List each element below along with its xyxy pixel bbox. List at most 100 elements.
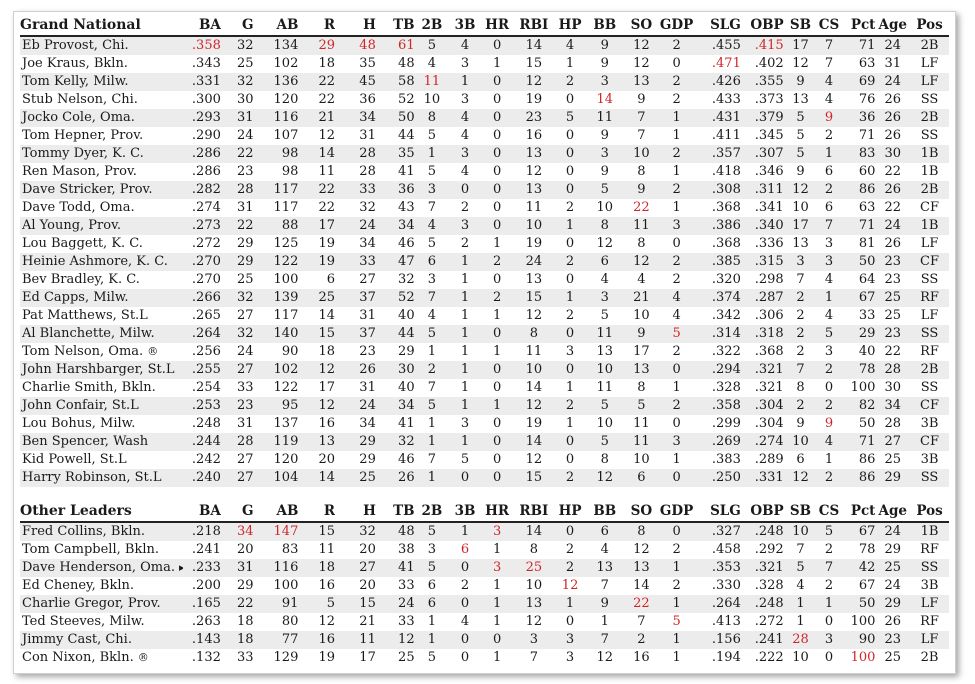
- player-row: Con Nixon, Bkln. ® .132 33 129 19 17 25 5 0 1 7 3 12 1…: [20, 649, 949, 667]
- stat-cell: 25: [875, 451, 911, 469]
- stat-cell: 10: [623, 145, 660, 163]
- stat-cell: 71: [840, 217, 876, 235]
- stat-cell: 5: [817, 325, 841, 343]
- stat-cell: 63: [840, 199, 876, 217]
- stat-cell: 4: [817, 433, 841, 451]
- stat-cell: .132: [183, 649, 221, 667]
- stat-cell: 2: [554, 469, 586, 487]
- stat-cell: 0: [480, 127, 514, 145]
- player-row: Jimmy Cast, Chi. .143 18 77 16 11 12 1 0 0 3 3 7 2 1.1…: [20, 631, 949, 649]
- stat-cell: 17: [335, 649, 376, 667]
- player-name: Lou Baggett, K. C.: [22, 236, 143, 251]
- stat-cell: 3: [817, 631, 841, 649]
- stat-cell: .286: [183, 145, 221, 163]
- stat-cell: 17: [783, 217, 818, 235]
- stat-cell: 122: [253, 253, 299, 271]
- stat-cell: 8: [623, 379, 660, 397]
- stat-cell: 2: [817, 469, 841, 487]
- player-row: John Confair, St.L .253 23 95 12 24 34 5 1 1 12 2 5 5…: [20, 397, 949, 415]
- stat-cell: 2: [783, 397, 818, 415]
- stat-cell: 7: [817, 36, 841, 55]
- player-row: Heinie Ashmore, K. C. .270 29 122 19 33 47 6 1 2 2…: [20, 253, 949, 271]
- stat-cell: 16: [298, 415, 336, 433]
- stat-cell: 8: [414, 109, 450, 127]
- stat-cell: RF: [910, 613, 949, 631]
- player-name-cell: Harry Robinson, St.L: [20, 469, 184, 487]
- column-header: 3B: [449, 15, 481, 37]
- stat-cell: .304: [740, 397, 784, 415]
- stat-cell: 7: [585, 631, 624, 649]
- stat-cell: 0: [480, 469, 514, 487]
- stat-cell: .328: [740, 577, 784, 595]
- stat-cell: 5: [414, 559, 450, 577]
- stat-cell: 2: [659, 73, 694, 91]
- stat-cell: .248: [740, 595, 784, 613]
- player-marker-icon: ▸: [178, 561, 184, 574]
- stat-cell: 6: [298, 271, 336, 289]
- stat-cell: .471: [693, 55, 741, 73]
- stat-cell: 10: [783, 433, 818, 451]
- player-name-cell: Bev Bradley, K. C.: [20, 271, 184, 289]
- stat-cell: 0: [659, 469, 694, 487]
- stat-cell: 83: [840, 145, 876, 163]
- stat-cell: 13: [623, 73, 660, 91]
- stat-cell: 4: [414, 217, 450, 235]
- stat-cell: 10: [513, 577, 555, 595]
- player-name: Dave Henderson, Oma.: [22, 560, 175, 575]
- stat-cell: .341: [740, 199, 784, 217]
- stat-cell: 27: [335, 271, 376, 289]
- player-name-cell: Lou Baggett, K. C.: [20, 235, 184, 253]
- stat-cell: 1: [449, 289, 481, 307]
- stat-cell: 29: [298, 36, 336, 55]
- stat-cell: 4: [817, 91, 841, 109]
- stat-cell: 31: [220, 109, 254, 127]
- stat-cell: .233: [183, 559, 221, 577]
- stat-cell: 4: [414, 55, 450, 73]
- player-row: Dave Henderson, Oma. ▸ .233 31 116 18 27 41 5 0 3 2…: [20, 559, 949, 577]
- stats-panel: Grand National BA G AB R H TB 2B 3B HR RBI HP BB SO GD…: [13, 11, 956, 674]
- stat-cell: 82: [840, 397, 876, 415]
- stat-cell: 4: [449, 109, 481, 127]
- stat-cell: 136: [253, 73, 299, 91]
- stat-cell: 0: [449, 181, 481, 199]
- stat-cell: 2: [783, 289, 818, 307]
- stat-cell: 7: [414, 379, 450, 397]
- player-name: Stub Nelson, Chi.: [22, 92, 138, 107]
- stat-cell: 0: [449, 595, 481, 613]
- stat-cell: 6: [414, 595, 450, 613]
- stat-cell: 25: [875, 559, 911, 577]
- player-name-cell: Jocko Cole, Oma.: [20, 109, 184, 127]
- stat-cell: 10: [513, 361, 555, 379]
- stat-cell: 6: [449, 541, 481, 559]
- stat-cell: 40: [840, 343, 876, 361]
- stat-cell: 20: [298, 451, 336, 469]
- stat-cell: 11: [513, 343, 555, 361]
- stat-cell: 19: [513, 415, 555, 433]
- player-row: Kid Powell, St.L .242 27 120 20 29 46 7 5 0 12 0 8 10…: [20, 451, 949, 469]
- stat-cell: 18: [220, 613, 254, 631]
- player-name-cell: Dave Stricker, Prov.: [20, 181, 184, 199]
- stat-cell: 22: [623, 199, 660, 217]
- player-name-cell: Ben Spencer, Wash: [20, 433, 184, 451]
- stat-cell: 0: [480, 271, 514, 289]
- stat-cell: RF: [910, 343, 949, 361]
- stat-cell: 9: [585, 127, 624, 145]
- stat-cell: .286: [183, 163, 221, 181]
- stat-cell: 137: [253, 415, 299, 433]
- stat-cell: 7: [414, 199, 450, 217]
- stat-cell: SS: [910, 271, 949, 289]
- stat-cell: 23: [875, 325, 911, 343]
- stat-cell: 4: [554, 36, 586, 55]
- stat-cell: 32: [375, 271, 415, 289]
- stat-cell: 4: [449, 613, 481, 631]
- stat-cell: .290: [183, 127, 221, 145]
- stat-cell: 1: [449, 271, 481, 289]
- stat-cell: 0: [480, 145, 514, 163]
- stat-cell: 20: [220, 541, 254, 559]
- stat-cell: 1: [659, 595, 694, 613]
- stat-cell: 4: [783, 577, 818, 595]
- stat-cell: .256: [183, 343, 221, 361]
- stat-cell: 18: [220, 631, 254, 649]
- stat-cell: 26: [875, 235, 911, 253]
- stat-cell: 86: [840, 451, 876, 469]
